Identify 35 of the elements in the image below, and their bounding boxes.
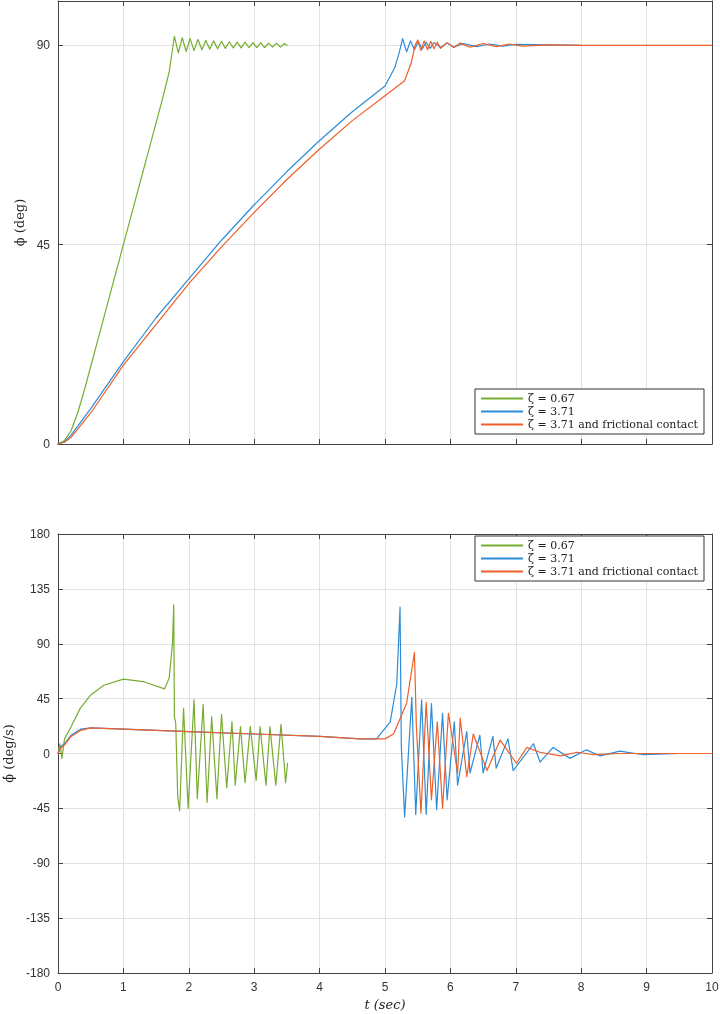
y-tick-label: 90 [36,636,51,651]
legend-label: ζ = 3.71 and frictional contact [528,565,699,578]
x-tick-label: 3 [250,980,258,994]
y-tick-label: -90 [32,856,51,871]
y-axis-title: ϕ̇ (deg/s) [1,724,17,783]
x-tick-label: 2 [185,980,193,994]
y-axis-title: ϕ (deg) [11,198,27,247]
x-axis-title: t (sec) [364,996,406,1012]
y-tick-label: 135 [29,581,51,596]
line-series [57,35,288,445]
x-tick-label: 5 [381,980,389,994]
x-tick-label: 7 [512,980,520,994]
x-tick-label: 6 [447,980,455,994]
y-tick-label: 0 [43,746,51,761]
y-tick-label: 45 [36,691,51,706]
y-tick-label: -135 [25,911,51,926]
x-tick-label: 4 [316,980,324,994]
y-tick-label: -180 [25,966,51,980]
y-tick-label: 0 [43,437,51,451]
y-tick-label: -45 [32,801,51,816]
x-tick-label: 10 [705,980,719,994]
legend-label: ζ = 3.71 [528,552,575,565]
line-series [57,604,289,812]
x-tick-label: 0 [54,980,62,994]
legend-label: ζ = 0.67 [528,539,575,552]
legend-label: ζ = 3.71 [528,405,575,418]
line-series [57,651,713,814]
x-tick-label: 1 [120,980,128,994]
y-tick-label: 90 [36,38,51,53]
legend-label: ζ = 0.67 [528,392,575,405]
legend-label: ζ = 3.71 and frictional contact [528,418,699,431]
x-tick-label: 8 [577,980,585,994]
y-tick-label: 180 [29,527,51,541]
y-tick-label: 45 [36,237,51,252]
x-tick-label: 9 [643,980,651,994]
